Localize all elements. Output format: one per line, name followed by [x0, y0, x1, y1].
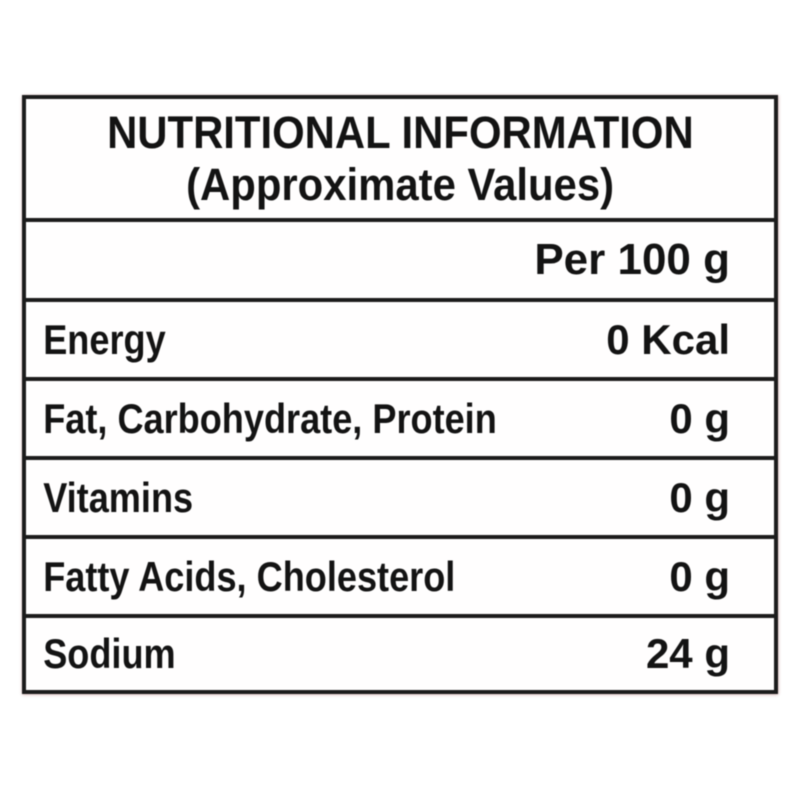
row-label-sodium: Sodium — [43, 630, 176, 677]
row-label-energy: Energy — [43, 315, 166, 363]
table-subtitle: (Approximate Values) — [186, 158, 614, 210]
table-row-fat-carbohydrate-protein: Fat, Carbohydrate, Protein 0 g — [26, 377, 774, 456]
table-row-vitamins: Vitamins 0 g — [26, 456, 774, 535]
table-row-fatty-acids-cholesterol: Fatty Acids, Cholesterol 0 g — [26, 535, 774, 614]
column-header-row: Per 100 g — [26, 218, 774, 298]
nutrition-facts-table: NUTRITIONAL INFORMATION (Approximate Val… — [22, 95, 778, 694]
row-label-fatty-acids-cholesterol: Fatty Acids, Cholesterol — [43, 552, 456, 600]
row-value-vitamins: 0 g — [669, 473, 730, 521]
table-row-energy: Energy 0 Kcal — [26, 298, 774, 377]
row-value-fatty-acids-cholesterol: 0 g — [669, 552, 730, 600]
table-title: NUTRITIONAL INFORMATION — [106, 106, 694, 158]
per-100g-column-header: Per 100 g — [534, 235, 730, 284]
row-value-fat-carbohydrate-protein: 0 g — [669, 394, 730, 442]
row-value-sodium: 24 g — [645, 630, 730, 677]
table-row-sodium: Sodium 24 g — [26, 614, 774, 690]
row-label-fat-carbohydrate-protein: Fat, Carbohydrate, Protein — [43, 394, 497, 442]
row-value-energy: 0 Kcal — [606, 315, 730, 363]
table-header-row: NUTRITIONAL INFORMATION (Approximate Val… — [26, 99, 774, 218]
row-label-vitamins: Vitamins — [43, 473, 194, 521]
